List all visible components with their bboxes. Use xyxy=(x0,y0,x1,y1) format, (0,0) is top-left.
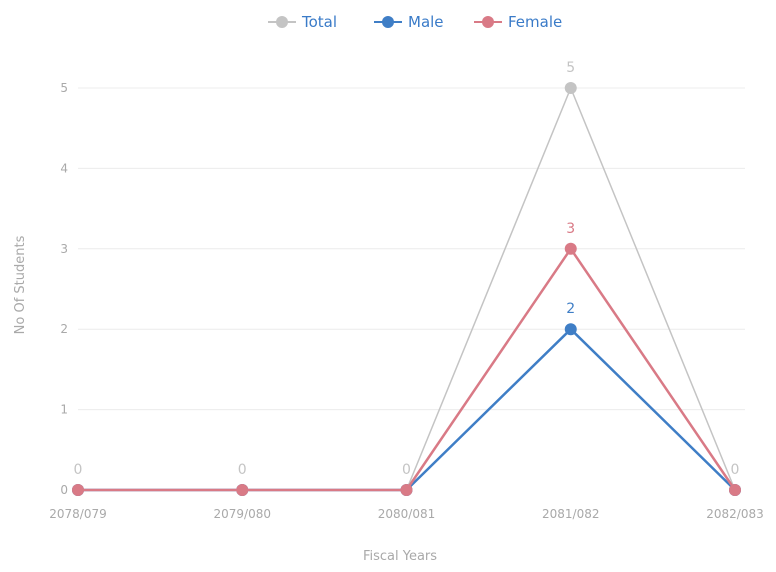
y-axis-title: No Of Students xyxy=(13,235,28,334)
data-point-female xyxy=(72,484,84,496)
series-line-female xyxy=(78,247,737,492)
y-tick-label: 0 xyxy=(60,483,68,497)
x-tick-label: 2081/082 xyxy=(542,507,600,521)
legend-label: Male xyxy=(408,13,444,31)
legend-swatch-dot xyxy=(482,16,494,28)
data-label-total: 0 xyxy=(402,462,411,478)
legend-swatch-dot xyxy=(382,16,394,28)
data-point-female xyxy=(564,242,577,255)
data-label-total: 0 xyxy=(74,462,83,478)
data-label-total: 0 xyxy=(731,462,740,478)
x-tick-label: 2080/081 xyxy=(378,507,436,521)
data-label-male: 2 xyxy=(566,301,575,317)
data-label-total: 5 xyxy=(566,60,575,76)
data-label-female: 3 xyxy=(566,221,575,237)
legend-item-male[interactable]: Male xyxy=(374,13,444,31)
legend: Total Male Female xyxy=(268,13,562,31)
data-label-total: 0 xyxy=(238,462,247,478)
y-tick-label: 5 xyxy=(60,81,68,95)
x-tick-label: 2082/083 xyxy=(706,507,764,521)
series-line-total xyxy=(78,87,736,491)
series-layer xyxy=(72,82,741,496)
legend-item-total[interactable]: Total xyxy=(268,13,337,31)
x-tick-label: 2078/079 xyxy=(49,507,107,521)
x-axis-title: Fiscal Years xyxy=(363,549,437,564)
y-axis-ticks: 0 1 2 3 4 5 xyxy=(60,81,68,497)
data-point-female xyxy=(729,484,741,496)
grid-lines xyxy=(78,87,745,411)
data-labels: 0 0 0 5 0 2 3 xyxy=(74,60,740,478)
x-tick-label: 2079/080 xyxy=(214,507,272,521)
y-tick-label: 4 xyxy=(60,161,68,175)
y-tick-label: 1 xyxy=(60,403,68,417)
legend-label: Female xyxy=(508,13,562,31)
legend-label: Total xyxy=(301,13,337,31)
y-tick-label: 2 xyxy=(60,322,68,336)
data-point-female xyxy=(400,484,413,496)
legend-swatch-dot xyxy=(276,16,288,28)
data-point-female xyxy=(236,484,249,496)
data-point-male xyxy=(564,323,577,336)
legend-item-female[interactable]: Female xyxy=(474,13,562,31)
x-axis-ticks: 2078/079 2079/080 2080/081 2081/082 2082/083 xyxy=(49,507,764,521)
y-tick-label: 3 xyxy=(60,242,68,256)
data-point-total xyxy=(564,82,577,94)
